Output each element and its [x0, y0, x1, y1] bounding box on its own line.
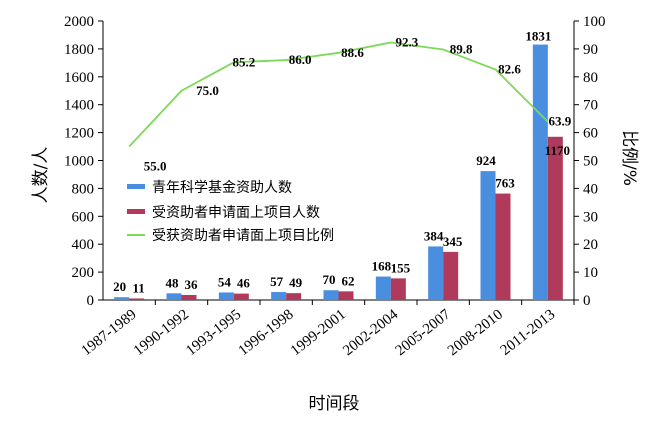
bar-series1: [428, 246, 444, 300]
left-tick-label: 200: [72, 265, 95, 281]
x-axis-title: 时间段: [309, 394, 360, 414]
x-tick-label: 1990-1992: [131, 307, 192, 360]
bar-series2: [495, 193, 511, 300]
right-tick-label: 100: [583, 14, 606, 30]
bar-value-label: 1831: [525, 29, 551, 44]
y2-axis-title: 比例/%: [619, 130, 639, 186]
bar-series1: [114, 297, 130, 300]
bar-value-label: 1170: [545, 143, 570, 158]
bar-value-label: 46: [237, 276, 251, 291]
bar-value-label: 49: [289, 275, 303, 290]
legend-swatch-1: [127, 184, 145, 189]
left-tick-label: 1800: [64, 42, 94, 58]
right-tick-label: 90: [583, 42, 598, 58]
bar-series2: [181, 294, 197, 300]
left-tick-label: 1600: [64, 70, 94, 86]
bar-value-label: 11: [133, 280, 145, 295]
right-tick-label: 50: [583, 154, 598, 170]
left-tick-label: 1000: [64, 154, 94, 170]
right-tick-label: 40: [583, 181, 598, 197]
line-value-label: 89.8: [450, 41, 473, 56]
bar-value-label: 155: [391, 260, 411, 275]
legend: 青年科学基金资助人数 受资助者申请面上项目人数 受获资助者申请面上项目比例: [127, 179, 334, 244]
bar-series2: [443, 251, 459, 300]
bar-value-label: 48: [166, 275, 180, 290]
bar-series2: [233, 293, 249, 300]
line-value-label: 88.6: [341, 45, 364, 60]
line-value-label: 85.2: [232, 54, 255, 69]
bar-value-label: 384: [424, 228, 444, 243]
x-tick-label: 1993-1995: [183, 307, 244, 360]
left-tick-label: 400: [72, 237, 95, 253]
x-tick-label: 2002-2004: [340, 306, 401, 359]
bar-series1: [218, 292, 234, 300]
left-tick-label: 0: [87, 293, 95, 309]
data-labels: 20 11 48 36 54 46 57 49 70 62 168 155 384 345 924 763 18…: [113, 29, 572, 296]
right-y-axis: 0 10 20 30 40 50 60 70 80 90 100: [573, 14, 606, 309]
right-tick-label: 20: [583, 237, 598, 253]
line-value-label: 55.0: [144, 159, 167, 174]
bar-series1: [271, 292, 287, 300]
x-tick-label: 1999-2001: [288, 307, 349, 360]
left-tick-label: 1400: [64, 98, 94, 114]
bar-value-label: 345: [443, 234, 463, 249]
bar-series1: [166, 293, 182, 300]
x-tick-label: 1996-1998: [236, 307, 297, 360]
line-value-label: 63.9: [548, 114, 571, 129]
bar-series1: [323, 290, 339, 300]
x-tick-label: 2008-2010: [445, 307, 506, 360]
legend-swatch-2: [127, 209, 145, 214]
bar-series2: [547, 136, 563, 300]
right-tick-label: 70: [583, 98, 598, 114]
bar-series: [114, 44, 563, 300]
ratio-line: [128, 41, 549, 148]
y-axis-title: 人数/人: [31, 147, 51, 204]
left-y-axis: 0 200 400 600 800 1000 1200 1400 1600 1800 2000: [64, 14, 104, 309]
right-tick-label: 30: [583, 209, 598, 225]
bar-value-label: 20: [113, 279, 126, 294]
line-series: [128, 41, 549, 148]
bar-series1: [375, 276, 391, 300]
right-tick-label: 10: [583, 265, 598, 281]
legend-label-1: 青年科学基金资助人数: [152, 179, 292, 196]
bar-series1: [480, 171, 496, 300]
bar-value-label: 36: [185, 277, 199, 292]
bar-value-label: 62: [342, 273, 355, 288]
bar-value-label: 54: [218, 274, 232, 289]
left-tick-label: 2000: [64, 14, 94, 30]
line-value-label: 82.6: [498, 62, 521, 77]
bar-series2: [286, 293, 302, 300]
bar-value-label: 57: [270, 274, 284, 289]
bar-value-label: 763: [495, 176, 515, 191]
bar-series2: [129, 298, 145, 300]
line-value-label: 75.0: [196, 83, 219, 98]
legend-label-2: 受资助者申请面上项目人数: [152, 205, 320, 221]
line-value-label: 86.0: [289, 52, 312, 67]
right-tick-label: 80: [583, 70, 598, 86]
right-tick-label: 60: [583, 126, 598, 142]
left-tick-label: 1200: [64, 126, 94, 142]
x-tick-label: 1987-1989: [79, 307, 140, 360]
x-tick-label: 2005-2007: [393, 306, 454, 359]
bar-series2: [338, 291, 354, 300]
bar-series1: [532, 44, 548, 300]
bar-value-label: 168: [372, 259, 392, 274]
right-tick-label: 0: [583, 293, 591, 309]
left-tick-label: 800: [72, 181, 95, 197]
x-axis: 1987-19891990-19921993-19951996-19981999…: [79, 299, 575, 360]
bar-value-label: 924: [476, 153, 496, 168]
bar-series2: [390, 278, 406, 300]
line-value-label: 92.3: [395, 34, 418, 49]
x-tick-label: 2011-2013: [498, 307, 559, 359]
bar-value-label: 70: [323, 272, 336, 287]
legend-label-3: 受获资助者申请面上项目比例: [152, 228, 334, 244]
left-tick-label: 600: [72, 209, 95, 225]
